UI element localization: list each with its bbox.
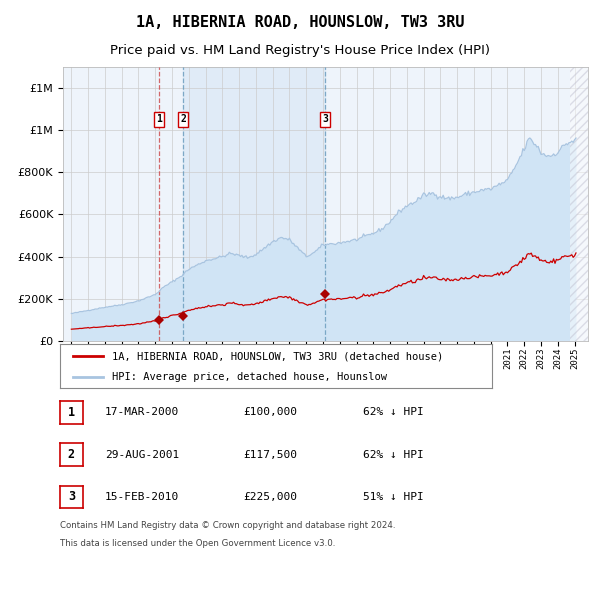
Text: 62% ↓ HPI: 62% ↓ HPI — [363, 407, 424, 417]
Text: £117,500: £117,500 — [243, 450, 297, 460]
Text: Price paid vs. HM Land Registry's House Price Index (HPI): Price paid vs. HM Land Registry's House … — [110, 44, 490, 57]
Text: 1: 1 — [68, 406, 75, 419]
Text: 51% ↓ HPI: 51% ↓ HPI — [363, 492, 424, 502]
Text: £100,000: £100,000 — [243, 407, 297, 417]
Text: 1A, HIBERNIA ROAD, HOUNSLOW, TW3 3RU: 1A, HIBERNIA ROAD, HOUNSLOW, TW3 3RU — [136, 15, 464, 30]
Text: 15-FEB-2010: 15-FEB-2010 — [105, 492, 179, 502]
Text: 29-AUG-2001: 29-AUG-2001 — [105, 450, 179, 460]
Text: 3: 3 — [68, 490, 75, 503]
Text: 1A, HIBERNIA ROAD, HOUNSLOW, TW3 3RU (detached house): 1A, HIBERNIA ROAD, HOUNSLOW, TW3 3RU (de… — [112, 352, 443, 361]
Bar — [183, 67, 325, 341]
Text: 62% ↓ HPI: 62% ↓ HPI — [363, 450, 424, 460]
Bar — [569, 67, 588, 341]
Text: 3: 3 — [322, 114, 328, 124]
Text: Contains HM Land Registry data © Crown copyright and database right 2024.: Contains HM Land Registry data © Crown c… — [60, 521, 395, 530]
Text: HPI: Average price, detached house, Hounslow: HPI: Average price, detached house, Houn… — [112, 372, 387, 382]
Text: £225,000: £225,000 — [243, 492, 297, 502]
Text: This data is licensed under the Open Government Licence v3.0.: This data is licensed under the Open Gov… — [60, 539, 335, 548]
Text: 2: 2 — [180, 114, 186, 124]
Text: 17-MAR-2000: 17-MAR-2000 — [105, 407, 179, 417]
Text: 2: 2 — [68, 448, 75, 461]
Text: 1: 1 — [156, 114, 162, 124]
